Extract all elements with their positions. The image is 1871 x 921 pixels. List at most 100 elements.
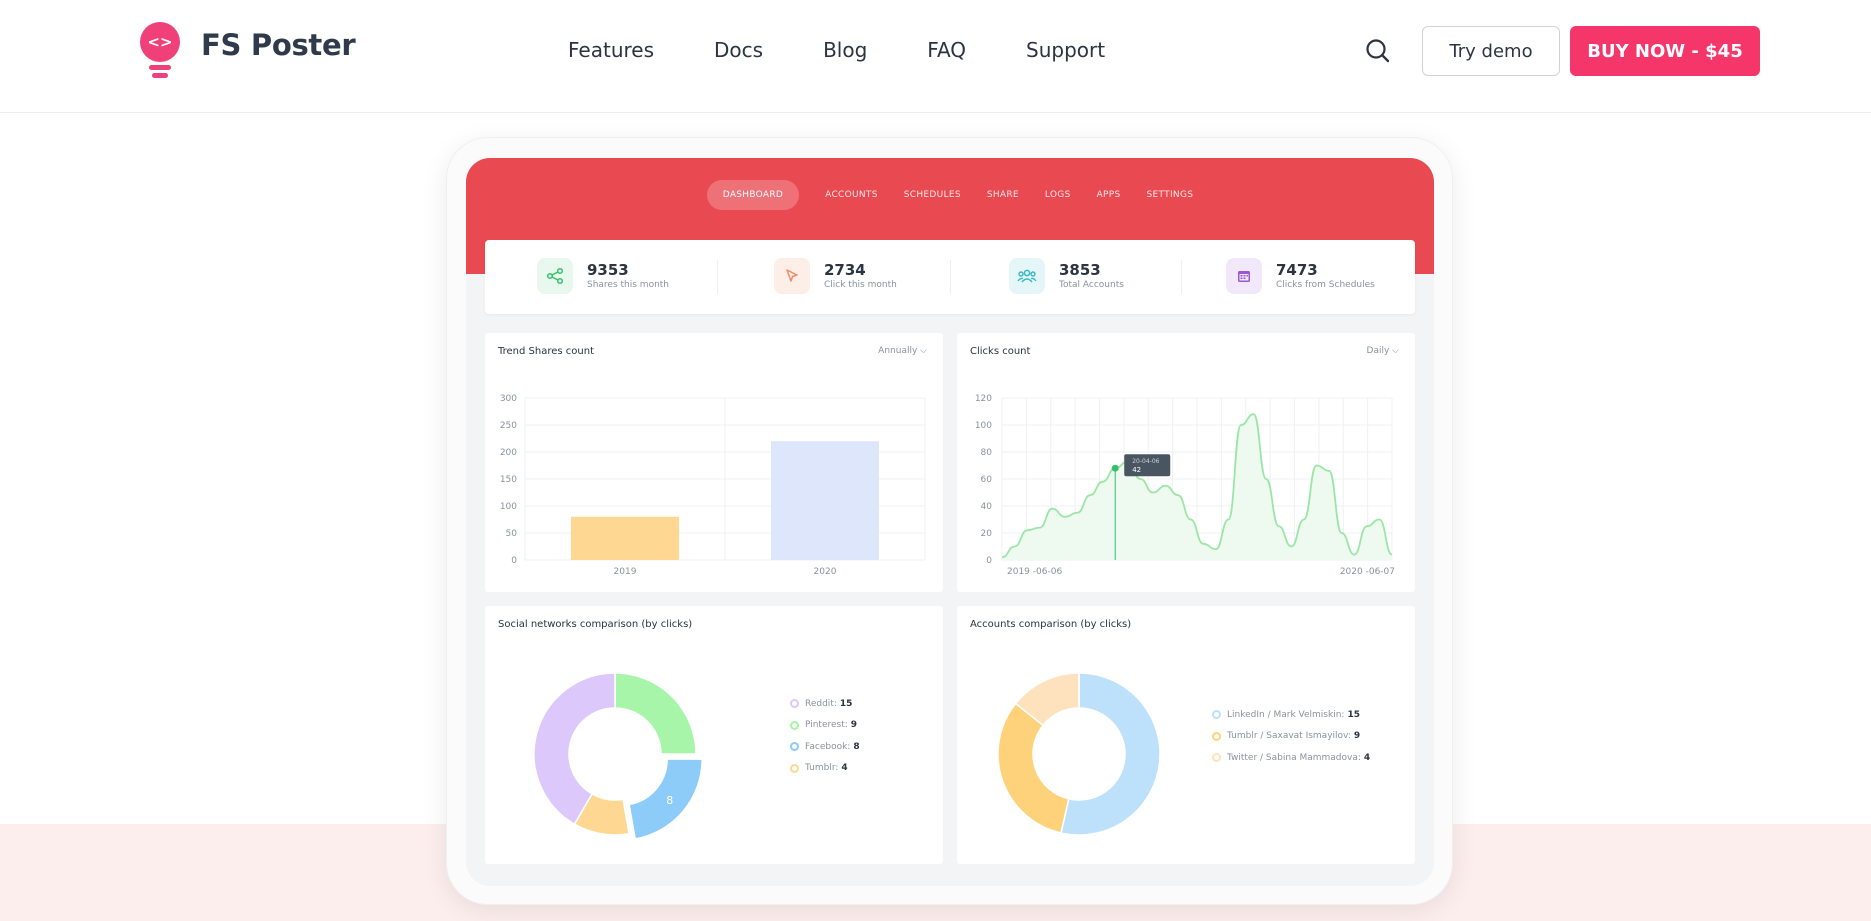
try-demo-button[interactable]: Try demo [1422,26,1560,76]
tab-settings[interactable]: SETTINGS [1146,190,1194,200]
slice-reddit [533,672,616,826]
social-donut-chart: 8 [533,672,703,840]
y-tick-label: 0 [511,556,517,566]
tab-accounts[interactable]: ACCOUNTS [825,190,878,200]
nav-docs[interactable]: Docs [714,38,764,62]
legend-item[interactable]: Facebook: 8 [790,736,860,758]
legend-value: 15 [1347,709,1360,720]
slice-tumblr-saxavat-ismayilov [997,702,1070,834]
legend-value: 9 [850,720,858,731]
legend-value: 4 [1363,752,1371,763]
stat-label: Clicks from Schedules [1276,280,1375,290]
legend-item[interactable]: LinkedIn / Mark Velmiskin: 15 [1212,704,1370,726]
stat-shares: 9353 Shares this month [537,258,669,294]
legend-dot-icon [790,742,799,752]
tab-logs[interactable]: LOGS [1044,190,1071,200]
bar-2020 [771,441,879,560]
legend-value: 4 [841,763,848,774]
slice-pinterest [614,672,697,755]
users-icon [1009,258,1045,294]
stat-value: 7473 [1276,261,1318,279]
legend-label: Tumblr: [805,763,839,774]
legend-label: Reddit: [805,698,837,709]
clicks-period-select[interactable]: Daily ⌵ [1367,346,1399,356]
y-tick-label: 60 [981,475,993,485]
select-value: Annually [878,346,918,356]
cursor-icon [774,258,810,294]
clicks-count-panel: Clicks count Daily ⌵ 0 20 40 60 80 100 120 20-0… [957,333,1415,592]
y-tick-label: 200 [500,448,517,458]
chevron-down-icon: ⌵ [920,346,927,356]
area-line [1001,413,1393,559]
trend-bar-chart: 0 50 100 150 200 250 300 2019 2020 [500,394,926,577]
social-legend: Reddit: 15 Pinterest: 9 Facebook: 8 Tumblr: 4 [790,693,860,779]
x-tick-label: 2019 -06-06 [1007,567,1062,577]
tooltip-date: 20-04-06 [1132,458,1159,465]
nav-blog[interactable]: Blog [823,38,868,62]
legend-label: LinkedIn / Mark Velmiskin: [1227,709,1345,720]
stat-schedules: 7473 Clicks from Schedules [1226,258,1375,294]
slice-label: 8 [666,794,673,807]
stat-label: Shares this month [587,280,670,290]
nav-faq[interactable]: FAQ [927,38,967,62]
stat-value: 2734 [824,261,866,279]
legend-item[interactable]: Tumblr: 4 [790,758,860,780]
legend-dot-icon [1212,731,1221,741]
area-fill [1002,414,1392,560]
social-networks-panel: Social networks comparison (by clicks) 8… [485,606,943,864]
y-tick-label: 100 [500,502,517,512]
dashboard-tabs: DASHBOARD ACCOUNTS SCHEDULES SHARE LOGS … [466,180,1434,210]
accounts-legend: LinkedIn / Mark Velmiskin: 15 Tumblr / Sax… [1212,704,1370,769]
panel-title: Clicks count [970,346,1031,357]
legend-value: 9 [1353,731,1361,742]
tab-schedules[interactable]: SCHEDULES [903,190,961,200]
dashboard-screenshot: DASHBOARD ACCOUNTS SCHEDULES SHARE LOGS … [466,158,1434,886]
legend-value: 15 [839,698,853,709]
y-tick-label: 300 [500,394,517,404]
tooltip-box [1124,454,1171,477]
stat-value: 3853 [1059,261,1101,279]
tab-apps[interactable]: APPS [1096,190,1121,200]
stat-accounts: 3853 Total Accounts [1009,258,1124,294]
y-tick-label: 120 [975,394,992,404]
legend-dot-icon [1212,753,1221,763]
main-nav: Features Docs Blog FAQ Support [568,38,1165,62]
stat-label: Click this month [824,280,897,290]
marker-point [1111,464,1119,472]
logo[interactable]: <> FS Poster [138,22,356,80]
legend-dot-icon [790,720,799,730]
slice-facebook [628,758,703,840]
search-icon[interactable] [1364,37,1392,65]
site-header: <> FS Poster Features Docs Blog FAQ Supp… [0,0,1871,113]
logo-glyph: <> [140,22,180,62]
accounts-panel: Accounts comparison (by clicks) LinkedIn… [957,606,1415,864]
legend-label: Tumblr / Saxavat Ismayilov: [1227,731,1351,742]
legend-label: Facebook: [805,741,851,752]
buy-now-button[interactable]: BUY NOW - $45 [1570,26,1760,76]
x-tick-label: 2020 [814,567,837,577]
legend-item[interactable]: Pinterest: 9 [790,715,860,737]
trend-period-select[interactable]: Annually ⌵ [878,346,927,356]
legend-label: Twitter / Sabina Mammadova: [1227,752,1361,763]
y-tick-label: 250 [500,421,517,431]
accounts-donut-chart [997,672,1161,836]
y-tick-label: 150 [500,475,517,485]
y-tick-label: 50 [506,529,518,539]
bar-2019 [571,516,679,560]
share-icon [537,258,573,294]
calendar-icon [1226,258,1262,294]
legend-item[interactable]: Tumblr / Saxavat Ismayilov: 9 [1212,726,1370,748]
tab-dashboard[interactable]: DASHBOARD [706,180,800,210]
legend-item[interactable]: Reddit: 15 [790,693,860,715]
y-tick-label: 40 [981,502,993,512]
legend-item[interactable]: Twitter / Sabina Mammadova: 4 [1212,747,1370,769]
legend-dot-icon [790,763,799,773]
stats-row: 9353 Shares this month 2734 Click this m… [485,240,1415,314]
nav-features[interactable]: Features [568,38,654,62]
legend-label: Pinterest: [805,720,848,731]
nav-support[interactable]: Support [1026,38,1106,62]
tooltip-value: 42 [1132,466,1141,474]
y-tick-label: 100 [975,421,992,431]
tab-share[interactable]: SHARE [986,190,1019,200]
brand-name: FS Poster [201,28,356,62]
